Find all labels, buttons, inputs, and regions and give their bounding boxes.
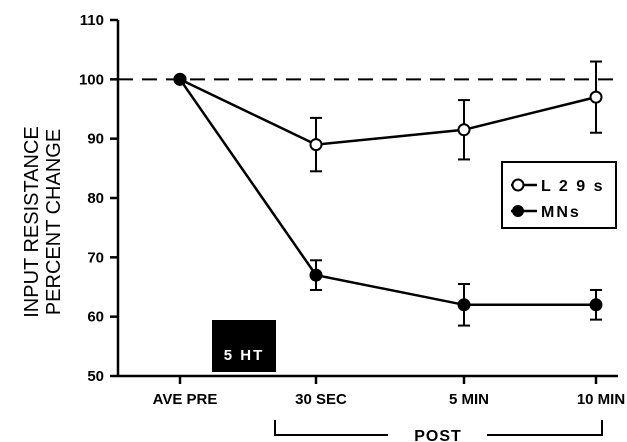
legend-marker-l29s [511,178,525,192]
x-tick-label-0: AVE PRE [153,391,218,408]
series-group [173,60,603,327]
point-mns-3 [589,298,603,312]
point-mns-1 [309,268,323,282]
legend-box [501,161,617,229]
x-tick-label-1: 30 SEC [295,391,347,408]
series-line-l29s [179,78,597,146]
post-bracket-line [274,420,603,436]
post-bracket: POST [274,420,603,442]
x-tick-label-3: 10 MIN [577,391,625,408]
y-tick-label-60: 60 [87,309,104,326]
y-tick-label-110: 110 [80,12,104,29]
y-tick-label-70: 70 [87,249,104,266]
point-l29s-2 [457,123,471,137]
stimulus-label: 5 HT [224,347,265,364]
legend: L 2 9 s MNs [501,161,617,229]
y-axis-label-line-2: PERCENT CHANGE [43,129,65,315]
x-tick-label-2: 5 MIN [449,391,489,408]
legend-label-l29s: L 2 9 s [541,178,605,195]
y-axis-label-line-1: INPUT RESISTANCE [21,126,43,318]
point-l29s-3 [589,90,603,104]
post-bracket-label: POST [414,428,462,442]
y-axis: 50 60 70 80 90 100 110 [79,12,120,385]
y-tick-label-90: 90 [87,131,104,148]
stimulus-box [212,320,276,372]
y-tick-label-80: 80 [87,190,104,207]
x-axis: AVE PRE 30 SEC 5 MIN 10 MIN [118,374,625,408]
legend-label-mns: MNs [541,204,581,221]
legend-marker-mns [512,205,524,217]
y-tick-label-50: 50 [87,368,104,385]
y-tick-label-100: 100 [79,71,104,88]
series-line-mns [178,78,596,307]
point-l29s-1 [309,138,323,152]
point-mns-0 [173,72,187,86]
point-mns-2 [457,298,471,312]
